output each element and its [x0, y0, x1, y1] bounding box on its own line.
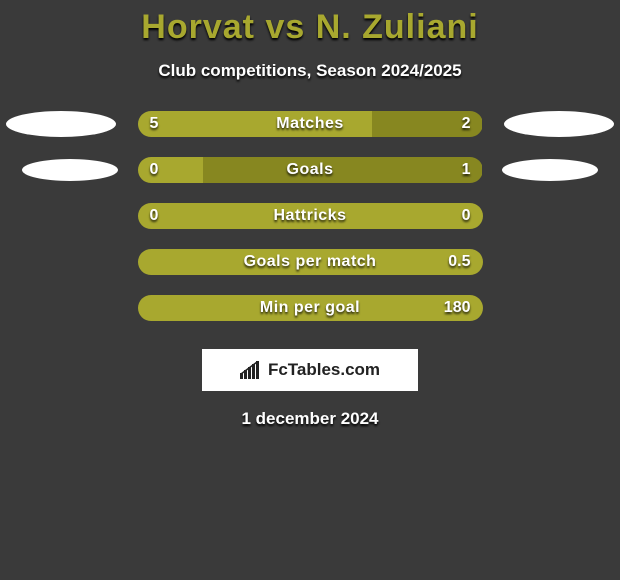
- stat-value-right: 2: [462, 111, 471, 137]
- stat-value-right: 0.5: [448, 249, 470, 275]
- stat-bar: Goals per match0.5: [138, 249, 483, 275]
- page-title: Horvat vs N. Zuliani: [0, 0, 620, 47]
- stat-bar: Hattricks00: [138, 203, 483, 229]
- stat-row: Goals01: [0, 157, 620, 183]
- stat-bar-right: [203, 157, 482, 183]
- stat-value-left: 5: [150, 111, 159, 137]
- stat-row: Min per goal180: [0, 295, 620, 321]
- player-left-ellipse: [6, 111, 116, 137]
- stat-value-right: 1: [462, 157, 471, 183]
- stat-bar-left: [138, 203, 483, 229]
- stat-value-right: 0: [462, 203, 471, 229]
- stat-value-left: 0: [150, 203, 159, 229]
- stat-bar-left: [138, 295, 483, 321]
- bars-icon: [240, 361, 262, 379]
- player-left-ellipse: [22, 159, 118, 181]
- stat-bar-left: [138, 249, 483, 275]
- stat-value-right: 180: [444, 295, 471, 321]
- date-text: 1 december 2024: [0, 409, 620, 429]
- stat-value-left: 0: [150, 157, 159, 183]
- stat-row: Matches52: [0, 111, 620, 137]
- player-right-ellipse: [502, 159, 598, 181]
- brand-text: FcTables.com: [268, 360, 380, 380]
- player-right-ellipse: [504, 111, 614, 137]
- stat-row: Goals per match0.5: [0, 249, 620, 275]
- stat-bar-left: [138, 111, 373, 137]
- stat-row: Hattricks00: [0, 203, 620, 229]
- stat-bar: Min per goal180: [138, 295, 483, 321]
- stat-bar-left: [138, 157, 204, 183]
- brand-box[interactable]: FcTables.com: [202, 349, 418, 391]
- subtitle: Club competitions, Season 2024/2025: [0, 61, 620, 81]
- stat-bar: Matches52: [138, 111, 483, 137]
- stat-bar: Goals01: [138, 157, 483, 183]
- stats-block: Matches52Goals01Hattricks00Goals per mat…: [0, 111, 620, 321]
